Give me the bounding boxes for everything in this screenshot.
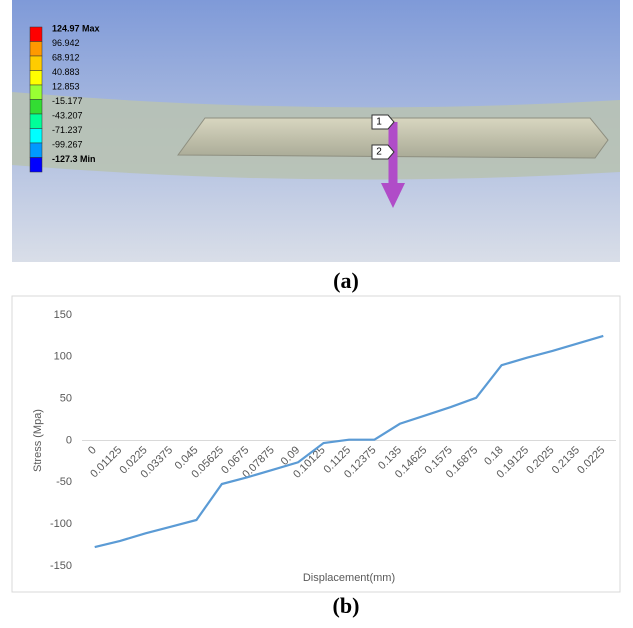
legend-swatch bbox=[30, 85, 42, 100]
y-tick-label: 100 bbox=[54, 351, 72, 363]
legend-label: 96.942 bbox=[52, 38, 80, 48]
legend-label: 124.97 Max bbox=[52, 23, 100, 33]
legend-swatch bbox=[30, 158, 42, 173]
y-tick-label: -100 bbox=[50, 518, 72, 530]
y-tick-label: 0 bbox=[66, 434, 72, 446]
legend-label: -15.177 bbox=[52, 96, 83, 106]
legend-label: -99.267 bbox=[52, 139, 83, 149]
caption: (a) bbox=[333, 268, 359, 293]
caption: (b) bbox=[333, 593, 360, 618]
y-tick-label: 50 bbox=[60, 393, 72, 405]
figure: 1 2 124.97 Max 96.942 68.912 40.883 12.853 -15… bbox=[0, 0, 633, 623]
legend-swatch bbox=[30, 56, 42, 71]
legend-swatch bbox=[30, 71, 42, 86]
y-axis-label: Stress (Mpa) bbox=[32, 409, 44, 472]
y-tick-label: 150 bbox=[54, 309, 72, 321]
legend-label: 40.883 bbox=[52, 67, 80, 77]
y-tick-label: -150 bbox=[50, 560, 72, 572]
legend-swatch bbox=[30, 100, 42, 115]
legend-label: -71.237 bbox=[52, 125, 83, 135]
legend-swatch bbox=[30, 42, 42, 57]
legend-swatch bbox=[30, 129, 42, 144]
chart-frame bbox=[12, 296, 620, 592]
legend-swatch bbox=[30, 27, 42, 42]
legend-swatch bbox=[30, 114, 42, 129]
legend-label: 12.853 bbox=[52, 81, 80, 91]
legend-label: -127.3 Min bbox=[52, 154, 96, 164]
probe-label: 1 bbox=[376, 117, 382, 128]
legend-label: -43.207 bbox=[52, 110, 83, 120]
panel-a: 1 2 124.97 Max 96.942 68.912 40.883 12.853 -15… bbox=[12, 0, 620, 262]
y-tick-label: -50 bbox=[56, 476, 72, 488]
legend-swatch bbox=[30, 143, 42, 158]
x-axis-label: Displacement(mm) bbox=[303, 572, 395, 584]
probe-label: 2 bbox=[376, 147, 382, 158]
legend-label: 68.912 bbox=[52, 52, 80, 62]
